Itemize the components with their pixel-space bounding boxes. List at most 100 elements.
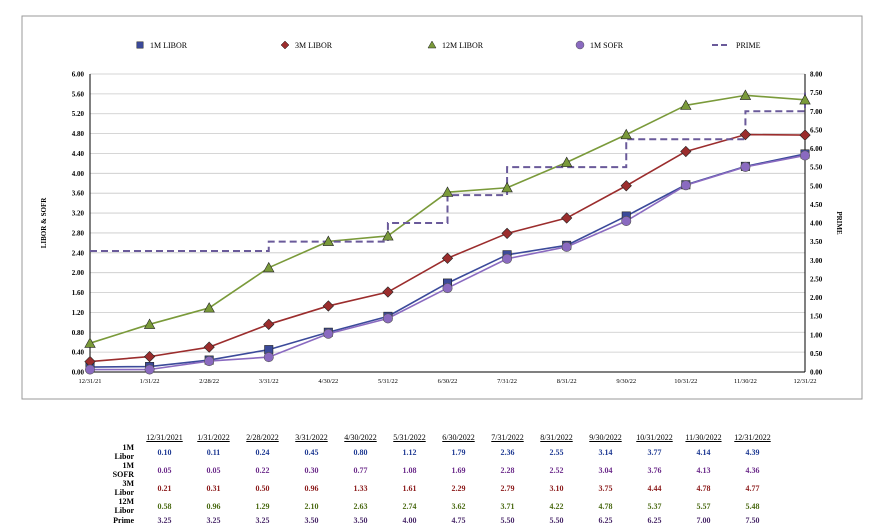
table-cell: 1.12: [402, 447, 417, 457]
table-cell: 3.25: [206, 516, 221, 526]
table-cell: 4.36: [745, 465, 760, 475]
chart-border: [21, 15, 863, 400]
table-cell: 1.29: [255, 501, 270, 511]
data-point-1m-sofr: [621, 216, 632, 227]
table-cell: 3.62: [451, 501, 466, 511]
table-cell: 7.50: [745, 516, 760, 526]
table-column-header: 7/31/2022: [491, 433, 524, 442]
series-line-prime: [90, 92, 806, 252]
table-cell: 5.48: [745, 501, 760, 511]
data-point-12m-libor: [739, 89, 752, 100]
data-point-1m-sofr: [740, 161, 751, 172]
data-point-1m-sofr: [382, 313, 393, 324]
data-point-12m-libor: [203, 302, 215, 313]
table-cell: 3.50: [304, 516, 319, 526]
table-cell: 5.50: [500, 516, 515, 526]
y2-tick-label: 6.50: [810, 126, 823, 134]
y-tick-label: 5.60: [72, 90, 85, 98]
table-cell: 3.75: [598, 483, 613, 493]
chart-frame: 0.00 0.40 0.80 1.20 1.60 2.00 2.40 2.80 3.20 3.60…: [21, 15, 863, 400]
y2-tick-label: 1.50: [810, 313, 823, 321]
table-cell: 4.00: [402, 516, 417, 526]
data-point-12m-libor: [441, 186, 454, 197]
x-tick-label: 2/28/22: [199, 378, 219, 385]
table-cell: 0.50: [255, 483, 270, 493]
table-cell: 5.50: [549, 516, 564, 526]
y-axis-title: LIBOR & SOFR: [40, 197, 48, 249]
legend-label-prime: PRIME: [736, 41, 761, 50]
y-tick-label: 4.00: [72, 170, 85, 178]
data-point-1m-sofr: [323, 328, 334, 339]
x-tick-label: 9/30/22: [616, 378, 636, 385]
y2-tick-label: 5.50: [810, 164, 823, 172]
data-point-12m-libor: [560, 156, 573, 167]
data-point-1m-sofr: [561, 241, 572, 252]
table-cell: 1.61: [402, 483, 417, 493]
table-column-header: 5/31/2022: [393, 433, 426, 442]
x-tick-label: 3/31/22: [259, 378, 279, 385]
data-point-3m-libor: [739, 128, 752, 141]
data-point-1m-sofr: [680, 180, 691, 191]
table-column-header: 4/30/2022: [344, 433, 377, 442]
y2-tick-label: 2.00: [810, 294, 823, 302]
y-tick-label: 5.20: [72, 110, 85, 118]
y2-tick-label: 7.50: [810, 89, 823, 97]
table-row-label: 12M Libor: [114, 497, 134, 515]
y-tick-label: 4.80: [72, 130, 85, 138]
table-cell: 0.96: [206, 501, 221, 511]
table-cell: 2.79: [500, 483, 515, 493]
table-cell: 2.36: [500, 447, 515, 457]
data-point-1m-sofr: [85, 364, 96, 375]
table-cell: 0.80: [353, 447, 368, 457]
table-cell: 4.78: [598, 501, 613, 511]
y2-tick-label: 4.00: [810, 220, 823, 228]
y-tick-label: 2.40: [72, 249, 85, 257]
data-point-12m-libor: [84, 337, 96, 348]
x-tick-label: 4/30/22: [318, 378, 338, 385]
table-cell: 4.77: [745, 483, 760, 493]
data-point-12m-libor: [620, 128, 632, 140]
data-point-3m-libor: [263, 318, 275, 330]
table-cell: 5.37: [647, 501, 662, 511]
table-row: 1M Libor 0.10 0.11 0.24 0.45 0.80 1.12 1.79 2.36…: [112, 443, 777, 461]
table-row-label: Prime: [113, 516, 134, 526]
y-tick-label: 0.40: [72, 349, 85, 357]
y2-tick-label: 6.00: [810, 145, 823, 153]
data-point-1m-sofr: [144, 364, 155, 375]
table-cell: 1.08: [402, 465, 417, 475]
y-tick-label: 2.00: [72, 269, 85, 277]
legend-label-1m-sofr: 1M SOFR: [590, 41, 624, 50]
legend-swatch-3m-libor: [280, 40, 290, 50]
data-point-12m-libor: [680, 99, 692, 110]
table-cell: 1.69: [451, 465, 466, 475]
table-cell: 2.10: [304, 501, 319, 511]
table-row: 1M SOFR 0.05 0.05 0.22 0.30 0.77 1.08 1.69 2.28 2…: [112, 461, 777, 479]
table-row-label: 3M Libor: [114, 479, 134, 497]
table-row: 12M Libor 0.58 0.96 1.29 2.10 2.63 2.74 3.62 3.7…: [112, 497, 777, 515]
x-tick-label: 12/31/22: [793, 378, 816, 385]
y2-tick-label: 2.50: [810, 275, 823, 283]
table-cell: 0.96: [304, 483, 319, 493]
table-cell: 3.76: [647, 465, 662, 475]
y-tick-label: 2.80: [72, 229, 85, 237]
table-cell: 3.77: [647, 447, 662, 457]
legend-swatch-1m-libor: [136, 41, 144, 49]
rates-table: 12/31/2021 1/31/2022 2/28/2022 3/31/2022 4/3…: [112, 432, 777, 526]
legend-label-3m-libor: 3M LIBOR: [295, 41, 333, 50]
table-cell: 3.14: [598, 447, 613, 457]
table-cell: 0.11: [206, 447, 221, 457]
data-point-12m-libor: [799, 94, 811, 105]
table-cell: 4.13: [696, 465, 711, 475]
table-cell: 0.10: [157, 447, 172, 457]
x-tick-label: 11/30/22: [734, 378, 757, 385]
table-cell: 0.45: [304, 447, 319, 457]
table-cell: 3.71: [500, 501, 515, 511]
data-point-3m-libor: [203, 341, 215, 353]
table-body: 1M Libor 0.10 0.11 0.24 0.45 0.80 1.12 1.79 2.36…: [112, 443, 777, 526]
table-cell: 4.14: [696, 447, 711, 457]
legend-label-1m-libor: 1M LIBOR: [150, 41, 188, 50]
table-cell: 4.39: [745, 447, 760, 457]
y-tick-label: 0.00: [72, 369, 85, 377]
table-cell: 3.50: [353, 516, 368, 526]
table-cell: 4.44: [647, 483, 662, 493]
